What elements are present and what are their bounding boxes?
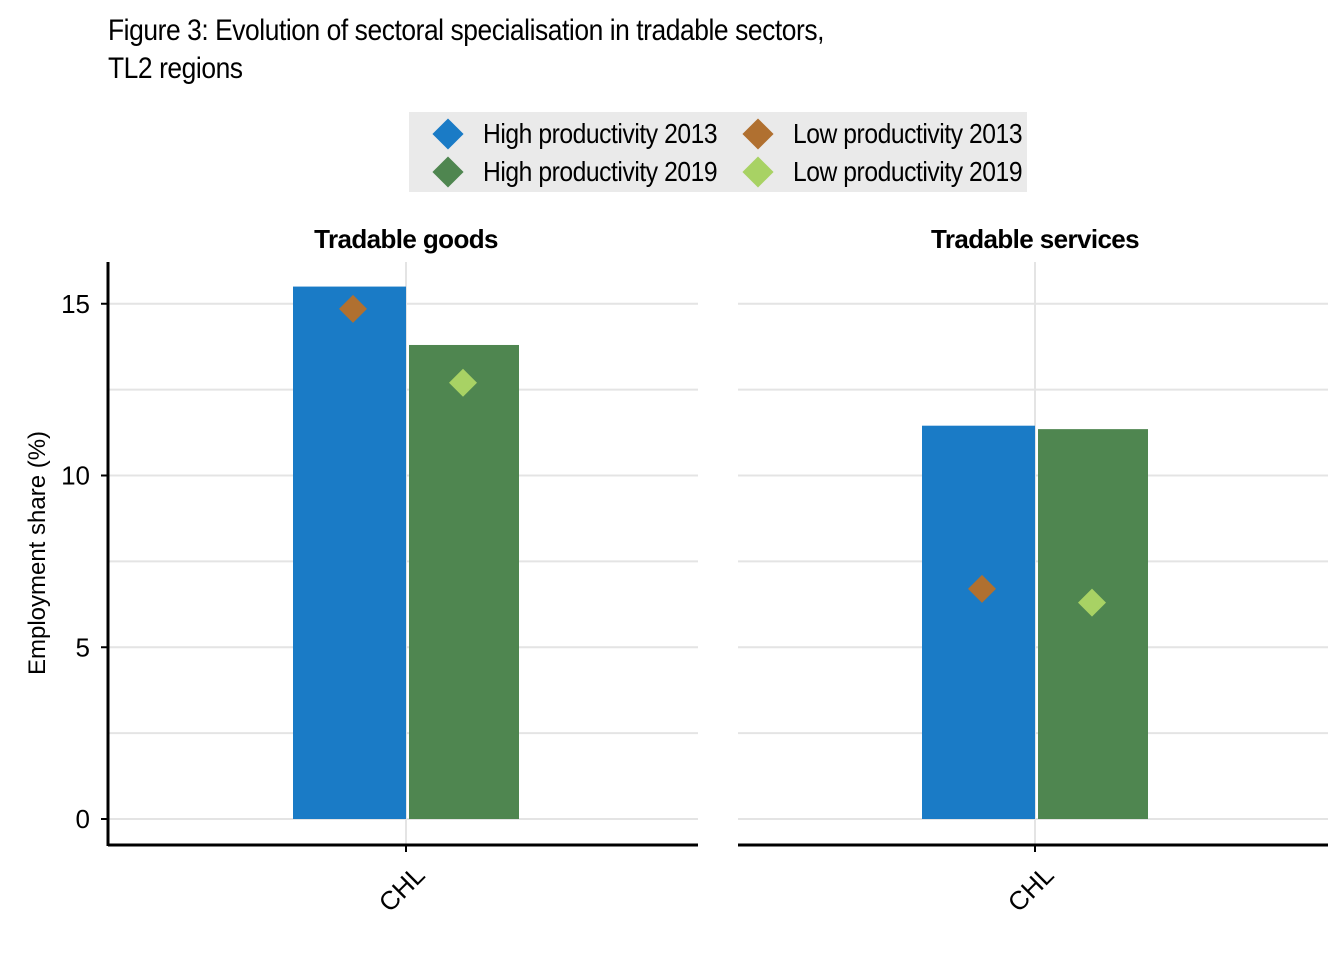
chart-title: Figure 3: Evolution of sectoral speciali… (108, 12, 824, 88)
legend: High productivity 2013 Low productivity … (409, 112, 1027, 192)
chart-title-line-1: Figure 3: Evolution of sectoral speciali… (108, 14, 824, 47)
legend-item-high-2019: High productivity 2019 (429, 154, 749, 190)
x-tick-label: CHL (373, 860, 431, 918)
y-tick-label: 10 (61, 461, 90, 491)
x-tick-label: CHL (1002, 860, 1060, 918)
bar-high-2019 (1038, 429, 1148, 819)
marker-low-2013 (968, 574, 996, 603)
legend-label-low-2019: Low productivity 2019 (793, 156, 1023, 187)
y-tick-label: 5 (76, 632, 90, 662)
panel-title: Tradable services (931, 224, 1139, 254)
y-axis-label: Employment share (%) (24, 431, 51, 675)
bar-high-2013 (293, 286, 406, 819)
legend-label-low-2013: Low productivity 2013 (793, 118, 1023, 149)
legend-label-high-2019: High productivity 2019 (483, 156, 718, 187)
y-tick-label: 15 (61, 289, 90, 319)
legend-item-low-2013: Low productivity 2013 (739, 116, 1053, 152)
marker-low-2013 (339, 294, 367, 323)
panel-title: Tradable goods (314, 224, 498, 254)
marker-low-2019 (449, 368, 477, 397)
legend-label-high-2013: High productivity 2013 (483, 118, 718, 149)
marker-low-2019 (1078, 588, 1106, 617)
legend-item-low-2019: Low productivity 2019 (739, 154, 1053, 190)
bar-high-2019 (409, 344, 519, 819)
chart-title-line-2: TL2 regions (108, 52, 243, 85)
bar-high-2013 (922, 425, 1035, 819)
legend-item-high-2013: High productivity 2013 (429, 116, 749, 152)
y-tick-label: 0 (76, 804, 90, 834)
